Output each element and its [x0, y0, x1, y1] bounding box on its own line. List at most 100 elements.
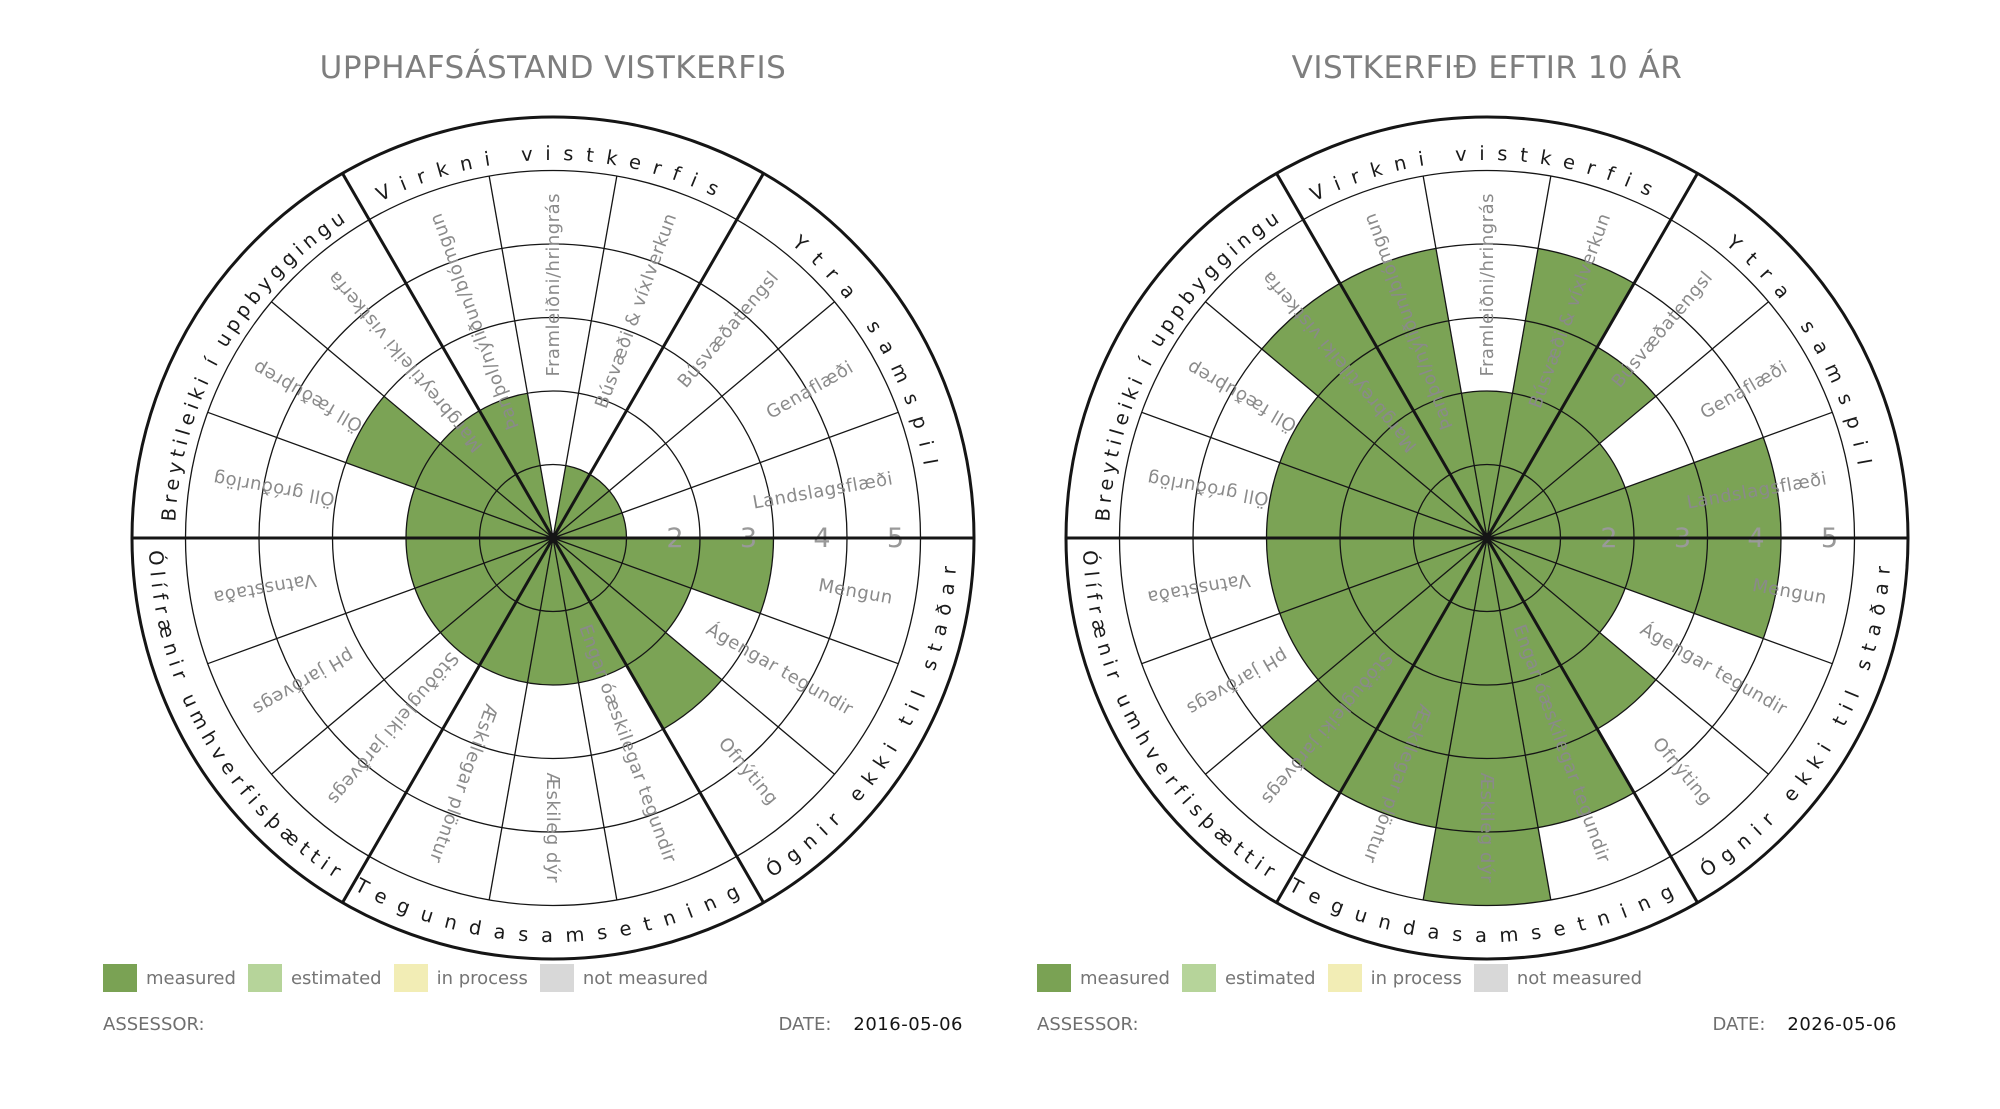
spoke-line	[552, 411, 899, 539]
sector-value-fill	[1487, 538, 1626, 633]
spoke-label: Æskileg dýr	[1476, 772, 1497, 883]
spoke-label: pH jarðvegs	[249, 644, 358, 719]
sector-value-fill	[1340, 538, 1487, 828]
legend-swatch	[1327, 964, 1362, 992]
spoke-line	[488, 537, 554, 901]
chart-footer: ASSESSOR: DATE: 2016-05-06	[103, 1014, 963, 1035]
spoke-line	[552, 537, 835, 775]
sector-value-fill	[414, 538, 553, 633]
sector-value-fill	[553, 474, 610, 538]
legend-swatch	[103, 964, 137, 992]
spoke-label: Búsvæðatengsl	[674, 267, 784, 392]
sector-value-fill	[553, 538, 722, 729]
legend-item: estimated	[247, 964, 382, 992]
legend-item: not measured	[539, 964, 709, 992]
sector-value-fill	[479, 538, 553, 683]
category-boundary-line	[551, 537, 765, 904]
category-arc-label: Ytra samspil	[787, 230, 944, 479]
category-boundary-line	[341, 537, 555, 904]
legend-item: estimated	[1181, 964, 1316, 992]
chart-after-10-years: VISTKERFIÐ EFTIR 10 ÁR 2 3 4 5 Landslagsflæð…	[1037, 0, 1910, 1109]
spoke-label: Æskilegar plöntur	[425, 701, 502, 865]
sector-value-fill	[1487, 443, 1626, 538]
sector-value-fill	[1266, 538, 1487, 614]
legend-label: estimated	[290, 967, 382, 989]
legend-label: in process	[1370, 967, 1462, 989]
sector-value-fill	[345, 396, 553, 538]
chart-title: VISTKERFIÐ EFTIR 10 ÁR	[1291, 50, 1683, 86]
spoke-line	[488, 175, 554, 539]
legend-swatch	[1473, 964, 1508, 992]
spoke-line	[1486, 537, 1769, 775]
chart-initial-state: UPPHAFSÁSTAND VISTKERFIS 2 3 4 5 Landslagsfl…	[103, 0, 976, 1109]
legend-label: not measured	[582, 967, 709, 989]
spoke-label: Genaflæði	[1697, 357, 1792, 424]
sector-value-fill	[1340, 248, 1487, 538]
category-arc-text: Ytra samspil	[1721, 230, 1865, 479]
sector-value-fill	[1487, 538, 1781, 639]
sector-value-fill	[553, 538, 627, 683]
spoke-label: Genaflæði	[763, 357, 858, 424]
spoke-label: Ágengar tegundir	[703, 618, 858, 720]
spoke-label: Öll fæðuþrep	[1183, 356, 1301, 437]
sector-value-fill	[1423, 538, 1551, 906]
sector-value-fill	[553, 538, 692, 633]
sector-value-fill	[1487, 437, 1781, 538]
date-group: DATE: 2016-05-06	[778, 1014, 963, 1035]
spoke-line	[552, 175, 618, 539]
sector-value-fill	[1279, 538, 1487, 680]
status-legend: measured estimated in process not measured	[1037, 964, 1654, 992]
spoke-label: Landslagsflæði	[751, 468, 895, 513]
legend-item: in process	[1327, 964, 1462, 992]
legend-swatch	[247, 964, 282, 992]
hub-dot	[1482, 533, 1492, 543]
spoke-line	[207, 411, 554, 539]
sector-value-fill	[440, 410, 553, 538]
legend-item: not measured	[1473, 964, 1643, 992]
chart-title: UPPHAFSÁSTAND VISTKERFIS	[319, 50, 787, 86]
spoke-label: Öll gróðurlög	[1145, 467, 1270, 510]
category-boundary-line	[1275, 537, 1489, 904]
spoke-line	[207, 537, 554, 665]
legend-swatch	[1181, 964, 1216, 992]
sector-value-fill	[406, 538, 553, 589]
assessor-label: ASSESSOR:	[103, 1014, 205, 1035]
chart-footer: ASSESSOR: DATE: 2026-05-06	[1037, 1014, 1897, 1035]
spoke-line	[1486, 175, 1552, 539]
spoke-label: Framleiðni/hringrás	[543, 193, 564, 377]
spoke-label: Ofnýting	[1648, 733, 1716, 809]
spoke-line	[1141, 411, 1488, 539]
sector-value-fill	[1261, 283, 1487, 538]
spoke-label: Vatnsstaða	[1145, 569, 1251, 608]
sector-value-fill	[1279, 396, 1487, 538]
spoke-label: Mengun	[817, 575, 895, 609]
legend-label: not measured	[1516, 967, 1643, 989]
outer-circle	[130, 115, 976, 961]
legend-item: measured	[103, 964, 236, 992]
category-boundary-line	[1485, 537, 1699, 904]
category-boundary-line	[1275, 172, 1489, 539]
spoke-line	[1486, 301, 1769, 539]
spoke-line	[1486, 537, 1833, 665]
hub-dot	[548, 533, 558, 543]
spoke-line	[271, 537, 554, 775]
date-value: 2016-05-06	[853, 1014, 963, 1035]
category-boundary-line	[551, 172, 765, 539]
sector-value-fill	[1487, 538, 1634, 828]
sector-value-fill	[406, 487, 553, 538]
spoke-line	[1422, 175, 1488, 539]
legend-swatch	[539, 964, 574, 992]
spoke-label: Öll fæðuþrep	[249, 356, 367, 437]
spoke-label: Ágengar tegundir	[1637, 618, 1792, 720]
spoke-label: Vatnsstaða	[211, 569, 317, 608]
spoke-line	[1205, 537, 1488, 775]
legend-label: in process	[436, 967, 528, 989]
date-group: DATE: 2026-05-06	[1712, 1014, 1897, 1035]
legend-swatch	[1037, 964, 1071, 992]
sector-value-fill	[553, 490, 623, 538]
spoke-line	[271, 301, 554, 539]
sector-value-fill	[553, 538, 774, 614]
date-value: 2026-05-06	[1787, 1014, 1897, 1035]
spoke-label: Framleiðni/hringrás	[1477, 193, 1498, 377]
